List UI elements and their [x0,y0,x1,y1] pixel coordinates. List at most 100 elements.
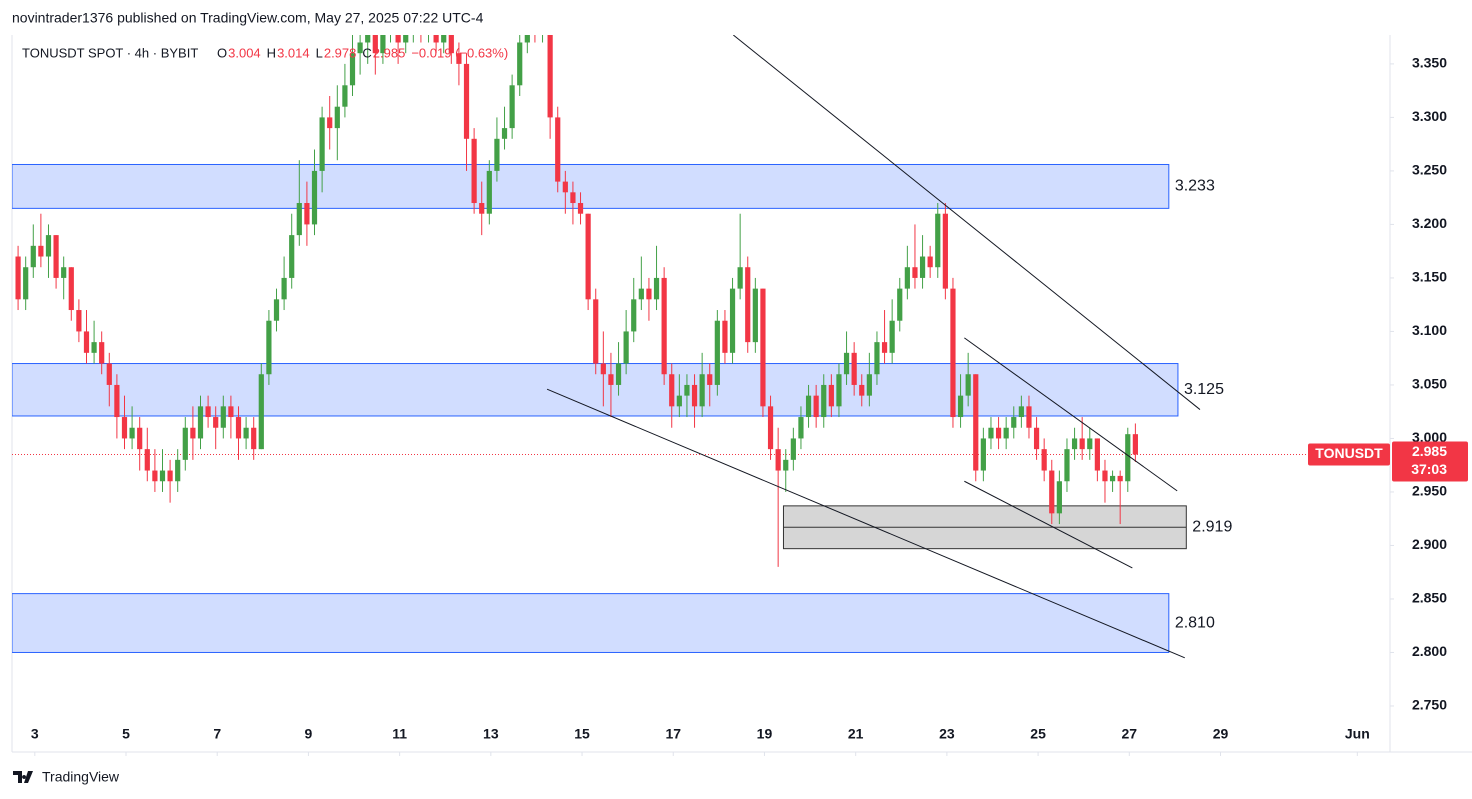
price-tag-countdown: 37:03 [1411,461,1447,477]
candle-body [866,374,872,396]
candle-body [631,299,637,332]
candle-body [585,213,591,300]
symbol-tag [1308,443,1390,466]
candle-body [152,470,158,482]
candle-body [570,192,576,204]
x-tick-label: 13 [483,726,499,742]
legend-value: 2.978 [324,45,357,60]
candle-body [1049,470,1055,514]
x-tick-label: 5 [122,726,130,742]
candle-body [790,438,796,460]
candle-body [988,427,994,439]
candle-body [311,170,318,225]
candle-body [182,427,188,460]
candle-body [859,384,865,396]
candle-body [486,170,492,214]
candle-body [456,53,462,64]
candle-body [137,427,143,450]
candle-body [357,42,363,54]
candle-body [942,213,948,289]
legend-symbol: TONUSDT SPOT · 4h · BYBIT [22,45,198,60]
x-tick-label: 19 [757,726,773,742]
candle-body [684,384,690,396]
candle-body [448,35,454,54]
y-tick-label: 2.900 [1412,536,1447,552]
candle-body [38,245,44,257]
candle-body [197,406,204,439]
candle-body [220,406,226,428]
candle-body [935,213,941,268]
candle-body [843,352,850,375]
candle-body [919,256,926,278]
legend-value: 3.014 [277,45,310,60]
candle-body [745,267,751,343]
legend: TONUSDT SPOT · 4h · BYBIT O 3.004 H 3.014 L 2.… [22,45,508,60]
candle-body [1079,438,1085,450]
candle-body [159,470,166,482]
candle-body [395,35,401,43]
candle-body [83,331,90,353]
candle-body [927,256,933,268]
legend-key: O [217,45,227,60]
x-tick-label: 17 [665,726,681,742]
legend-change: −0.019 (−0.63%) [411,45,508,60]
candle-body [144,449,150,471]
candle-body [365,35,371,43]
candle-body [235,417,242,439]
candle-body [1011,417,1017,428]
x-tick-label: 11 [392,726,407,742]
candle-body [91,342,97,353]
candle-body [836,374,842,407]
candle-body [1125,434,1131,482]
candle-body [874,342,880,375]
candle-body [99,342,105,364]
candle-body [296,203,302,236]
x-tick-label: Jun [1345,726,1370,742]
candle-body [281,277,287,300]
x-tick-label: 29 [1213,726,1229,742]
legend-value: 2.985 [373,45,406,60]
zone [12,363,1179,417]
candle-body [1018,406,1024,418]
zone-label: 3.233 [1175,178,1215,195]
candle-body [813,395,819,418]
candle-body [471,138,477,204]
candle-body [995,427,1002,439]
candle-body [965,374,971,396]
candle-body [266,320,272,375]
plot-area: 3.233 3.125 2.919 2.810 [12,35,1390,659]
candle-body [23,267,29,300]
candle-body [479,203,485,214]
candle-body [517,42,523,86]
candle-body [1132,434,1138,455]
candle-body [1094,438,1100,471]
x-tick-label: 15 [574,726,590,742]
y-tick-label: 3.150 [1412,269,1447,285]
y-tick-label: 2.950 [1412,483,1447,499]
legend-value: 3.004 [228,45,261,60]
candle-body [349,53,356,86]
candle-body [1109,475,1116,482]
candle-body [114,384,120,418]
candle-body [661,277,667,375]
candle-body [30,245,36,268]
y-tick-label: 2.850 [1412,590,1447,606]
candle-body [699,374,705,407]
candle-body [798,417,804,439]
candle-body [980,438,986,471]
candle-body [213,417,219,428]
y-tick-label: 3.050 [1412,376,1447,392]
candle-body [106,363,112,385]
candle-body [243,427,249,439]
zone [12,593,1170,653]
candle-body [1102,470,1108,482]
candle-body [494,138,500,171]
candle-body [76,310,82,332]
y-tick-label: 3.250 [1412,162,1447,178]
candle-body [889,320,895,353]
logo-icon [13,771,33,783]
candle-body [304,203,310,225]
y-tick-label: 3.100 [1412,322,1447,338]
candle-body [897,288,903,321]
candle-body [904,267,910,289]
